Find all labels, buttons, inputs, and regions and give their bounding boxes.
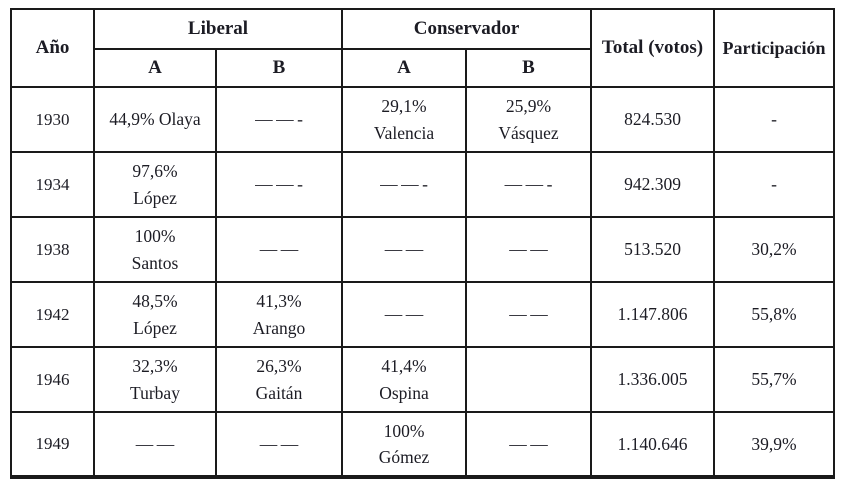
table-row-1934: 1934 97,6% López — — - — — - — — - 942.3… xyxy=(10,151,836,218)
candidate-name: Valencia xyxy=(373,122,435,143)
participation-cell: 55,7% xyxy=(713,346,836,413)
total-votes-cell: 1.147.806 xyxy=(590,281,716,348)
header-liberal: Liberal xyxy=(92,8,344,50)
dash-placeholder: — — xyxy=(384,239,424,260)
liberal-a-cell: — — xyxy=(93,411,217,478)
conservador-a-cell: 29,1% Valencia xyxy=(341,86,468,153)
participation-cell: 30,2% xyxy=(713,216,836,283)
participation-cell: 55,8% xyxy=(713,281,836,348)
year-cell: 1946 xyxy=(10,346,95,413)
dash-placeholder: — — - xyxy=(504,174,553,195)
year-cell: 1938 xyxy=(10,216,95,283)
header-liberal-b: B xyxy=(214,48,344,88)
candidate-pct: 97,6% xyxy=(132,161,178,182)
participation-cell: 39,9% xyxy=(713,411,836,478)
candidate-name: López xyxy=(133,317,177,338)
total-votes-cell: 513.520 xyxy=(590,216,716,283)
candidate-pct: 41,3% xyxy=(256,291,302,312)
dash-placeholder: — — - xyxy=(255,174,303,195)
liberal-b-cell: 41,3% Arango xyxy=(214,281,344,348)
liberal-b-cell: — — xyxy=(214,411,344,478)
participation-cell: - xyxy=(713,86,836,153)
header-conservador-b: B xyxy=(465,48,593,88)
candidate-pct: 26,3% xyxy=(256,356,302,377)
conservador-b-cell: — — xyxy=(465,411,593,478)
conservador-b-cell-empty xyxy=(465,346,593,413)
dash-placeholder: — — xyxy=(509,239,548,260)
dash-placeholder: — — xyxy=(135,433,175,454)
conservador-b-cell: — — xyxy=(465,216,593,283)
dash-placeholder: — — xyxy=(509,304,548,325)
liberal-b-cell: — — - xyxy=(214,86,344,153)
table-body: 1930 44,9% Olaya — — - 29,1% Valencia 25… xyxy=(10,86,836,478)
table-row-1949: 1949 — — — — 100% Gómez — — 1.140.646 39… xyxy=(10,411,836,478)
candidate-pct: 41,4% xyxy=(381,356,427,377)
candidate-name: Turbay xyxy=(130,382,180,403)
dash-placeholder: — — xyxy=(259,239,299,260)
header-year: Año xyxy=(10,8,95,88)
table-row-1930: 1930 44,9% Olaya — — - 29,1% Valencia 25… xyxy=(10,86,836,153)
candidate-pct: 29,1% xyxy=(381,96,427,117)
table-row-1946: 1946 32,3% Turbay 26,3% Gaitán 41,4% Osp… xyxy=(10,346,836,413)
conservador-a-cell: — — - xyxy=(341,151,468,218)
total-votes-cell: 824.530 xyxy=(590,86,716,153)
candidate-line: 44,9% Olaya xyxy=(109,109,201,130)
header-liberal-a: A xyxy=(93,48,217,88)
total-votes-cell: 942.309 xyxy=(590,151,716,218)
liberal-a-cell: 32,3% Turbay xyxy=(93,346,217,413)
header-row-sublists: A B A B xyxy=(11,48,834,88)
year-cell: 1949 xyxy=(10,411,95,478)
header-conservador-a: A xyxy=(341,48,468,88)
dash-placeholder: — — - xyxy=(380,174,428,195)
conservador-b-cell: 25,9% Vásquez xyxy=(465,86,593,153)
candidate-name: Ospina xyxy=(379,382,429,403)
year-cell: 1934 xyxy=(10,151,95,218)
liberal-a-cell: 100% Santos xyxy=(93,216,217,283)
dash-placeholder: — — xyxy=(509,433,548,454)
year-cell: 1930 xyxy=(10,86,95,153)
candidate-name: López xyxy=(133,187,177,208)
header-conservador: Conservador xyxy=(341,8,593,50)
header-total-votos: Total (votos) xyxy=(590,8,716,88)
liberal-b-cell: — — xyxy=(214,216,344,283)
liberal-b-cell: — — - xyxy=(214,151,344,218)
conservador-b-cell: — — xyxy=(465,281,593,348)
candidate-pct: 100% xyxy=(134,226,176,247)
total-votes-cell: 1.336.005 xyxy=(590,346,716,413)
candidate-name: Arango xyxy=(252,317,306,338)
dash-placeholder: — — xyxy=(384,304,424,325)
conservador-a-cell: — — xyxy=(341,216,468,283)
table-row-1938: 1938 100% Santos — — — — — — 513.520 30,… xyxy=(10,216,836,283)
candidate-pct: 100% xyxy=(383,420,425,441)
year-cell: 1942 xyxy=(10,281,95,348)
conservador-a-cell: 41,4% Ospina xyxy=(341,346,468,413)
candidate-pct: 32,3% xyxy=(132,356,178,377)
liberal-a-cell: 48,5% López xyxy=(93,281,217,348)
liberal-a-cell: 97,6% López xyxy=(93,151,217,218)
dash-placeholder: — — xyxy=(259,433,299,454)
liberal-a-cell: 44,9% Olaya xyxy=(93,86,217,153)
candidate-name: Gómez xyxy=(378,447,430,467)
candidate-name: Gaitán xyxy=(255,382,303,403)
table-header: Año Liberal Conservador Total (votos) Pa… xyxy=(10,8,836,88)
candidate-name: Vásquez xyxy=(498,122,559,143)
header-row-groups: Año Liberal Conservador Total (votos) Pa… xyxy=(10,8,836,88)
liberal-b-cell: 26,3% Gaitán xyxy=(214,346,344,413)
dash-placeholder: — — - xyxy=(255,109,303,130)
election-results-table: Año Liberal Conservador Total (votos) Pa… xyxy=(10,8,836,479)
participation-cell: - xyxy=(713,151,836,218)
candidate-pct: 48,5% xyxy=(132,291,178,312)
conservador-a-cell: — — xyxy=(341,281,468,348)
table-row-1942: 1942 48,5% López 41,3% Arango — — — — 1.… xyxy=(10,281,836,348)
conservador-b-cell: — — - xyxy=(465,151,593,218)
candidate-name: Santos xyxy=(131,252,179,273)
header-participacion: Participación xyxy=(713,8,836,88)
conservador-a-cell: 100% Gómez xyxy=(341,411,468,478)
candidate-pct: 25,9% xyxy=(505,96,552,117)
total-votes-cell: 1.140.646 xyxy=(590,411,716,478)
